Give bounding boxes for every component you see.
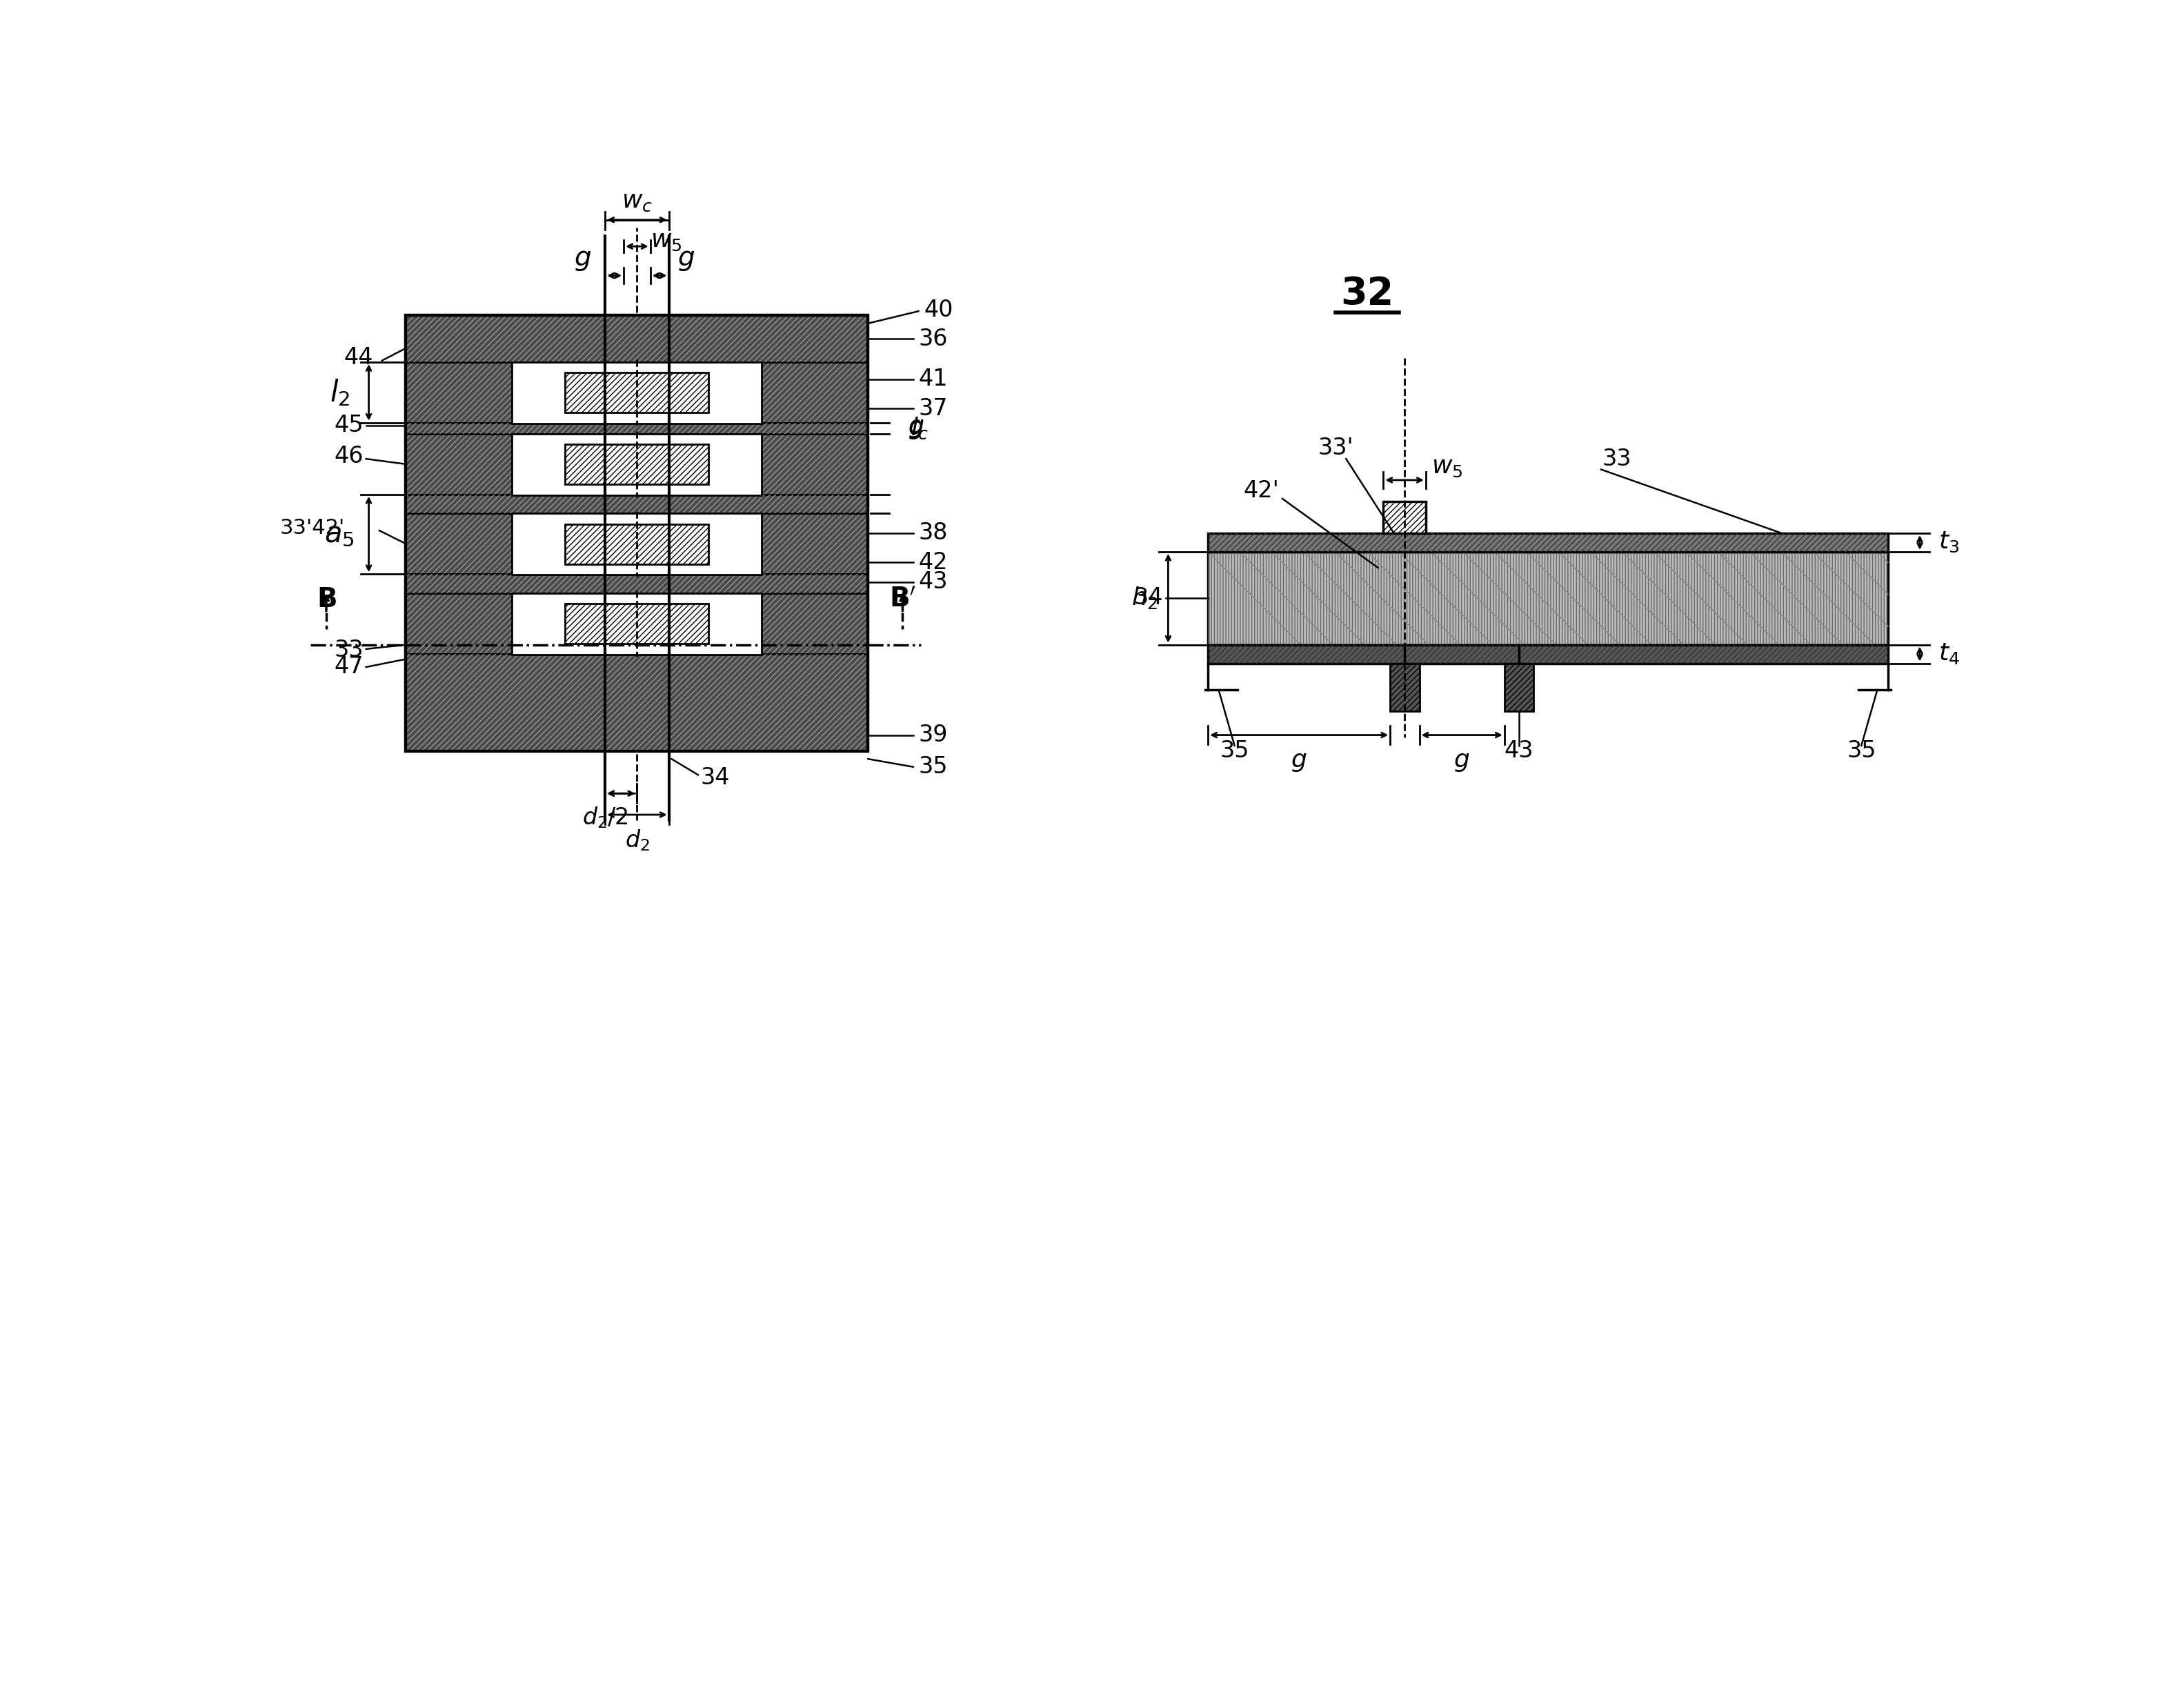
Bar <box>406 593 520 654</box>
Bar <box>566 525 708 564</box>
Text: $d_2$: $d_2$ <box>625 827 649 853</box>
Bar <box>753 362 867 423</box>
Bar <box>753 593 867 654</box>
Bar <box>417 433 858 494</box>
Bar <box>605 316 668 362</box>
Text: 34: 34 <box>1133 586 1162 610</box>
Text: 43: 43 <box>1505 739 1533 763</box>
Text: $t_3$: $t_3$ <box>1939 530 1959 554</box>
Bar <box>1208 552 1887 644</box>
Text: 45: 45 <box>334 415 363 437</box>
Bar <box>406 362 520 423</box>
Text: $w_c$: $w_c$ <box>622 190 653 212</box>
Text: $w_5$: $w_5$ <box>651 229 681 253</box>
Text: 47: 47 <box>334 656 363 678</box>
Text: 40: 40 <box>924 299 952 321</box>
Bar <box>417 362 858 423</box>
Text: $\mathbf{B}$: $\mathbf{B}$ <box>317 586 336 613</box>
Text: 32: 32 <box>1341 275 1393 313</box>
Bar <box>417 593 858 654</box>
Text: 34: 34 <box>701 766 729 788</box>
Bar <box>406 494 867 513</box>
Text: $g$: $g$ <box>574 246 592 274</box>
Bar <box>753 362 867 423</box>
Text: $d_2/2$: $d_2/2$ <box>581 805 629 829</box>
Bar <box>1382 501 1426 533</box>
Text: 42: 42 <box>919 550 948 574</box>
Text: $g$: $g$ <box>909 418 924 440</box>
Bar <box>406 593 520 654</box>
Text: 35: 35 <box>1848 739 1876 763</box>
Bar <box>605 654 668 751</box>
Text: $l_2$: $l_2$ <box>330 377 349 408</box>
Text: $h_2$: $h_2$ <box>1131 584 1158 610</box>
Text: 43: 43 <box>919 571 948 593</box>
Text: $\mathbf{B'}$: $\mathbf{B'}$ <box>889 586 915 613</box>
Bar <box>1391 663 1420 712</box>
Bar <box>406 433 520 494</box>
Bar <box>1505 663 1533 712</box>
Text: 35: 35 <box>1221 739 1249 763</box>
Text: 33: 33 <box>334 639 363 661</box>
Bar <box>513 362 762 423</box>
Text: 42': 42' <box>1243 479 1280 503</box>
Bar <box>513 433 762 494</box>
Bar <box>513 593 762 654</box>
Bar <box>406 423 867 433</box>
Bar <box>406 513 520 574</box>
Bar <box>406 423 867 433</box>
Text: $g$: $g$ <box>1455 749 1470 773</box>
Text: $g$: $g$ <box>909 416 924 440</box>
Text: 39: 39 <box>919 724 948 746</box>
Bar <box>406 316 867 362</box>
Bar <box>753 433 867 494</box>
Bar <box>605 654 668 751</box>
Bar <box>1208 644 1887 663</box>
Bar <box>406 316 867 751</box>
Text: 44: 44 <box>343 347 373 369</box>
Text: 33: 33 <box>1603 447 1631 471</box>
Text: $t_4$: $t_4$ <box>1939 642 1959 666</box>
Bar <box>406 654 867 751</box>
Bar <box>417 513 858 574</box>
Bar <box>406 494 867 513</box>
Bar <box>753 593 867 654</box>
Bar <box>406 574 867 593</box>
Text: $a_5$: $a_5$ <box>325 520 354 549</box>
Bar <box>406 574 867 593</box>
Text: 33'42': 33'42' <box>280 518 345 539</box>
Bar <box>513 513 762 574</box>
Bar <box>406 316 867 751</box>
Bar <box>406 513 520 574</box>
Bar <box>605 316 668 362</box>
Bar <box>1208 644 1887 663</box>
Text: 36: 36 <box>919 328 948 350</box>
Bar <box>406 316 867 751</box>
Bar <box>566 445 708 484</box>
Text: $g$: $g$ <box>1291 749 1306 773</box>
Text: 37: 37 <box>919 398 948 420</box>
Text: 46: 46 <box>334 445 363 467</box>
Text: 38: 38 <box>919 522 948 545</box>
Bar <box>406 654 867 751</box>
Bar <box>566 603 708 644</box>
Text: 41: 41 <box>919 367 948 391</box>
Text: $g$: $g$ <box>677 246 695 274</box>
Text: $l_c$: $l_c$ <box>911 416 928 440</box>
Text: 33': 33' <box>1317 437 1354 460</box>
Bar <box>753 513 867 574</box>
Text: $w_5$: $w_5$ <box>1431 455 1463 479</box>
Bar <box>406 316 867 751</box>
Bar <box>406 433 520 494</box>
Bar <box>406 362 520 423</box>
Bar <box>1208 533 1887 552</box>
Bar <box>1208 552 1887 644</box>
Text: 35: 35 <box>919 756 948 778</box>
Bar <box>753 513 867 574</box>
Bar <box>1208 533 1887 552</box>
Bar <box>566 372 708 413</box>
Bar <box>753 433 867 494</box>
Bar <box>406 316 867 362</box>
